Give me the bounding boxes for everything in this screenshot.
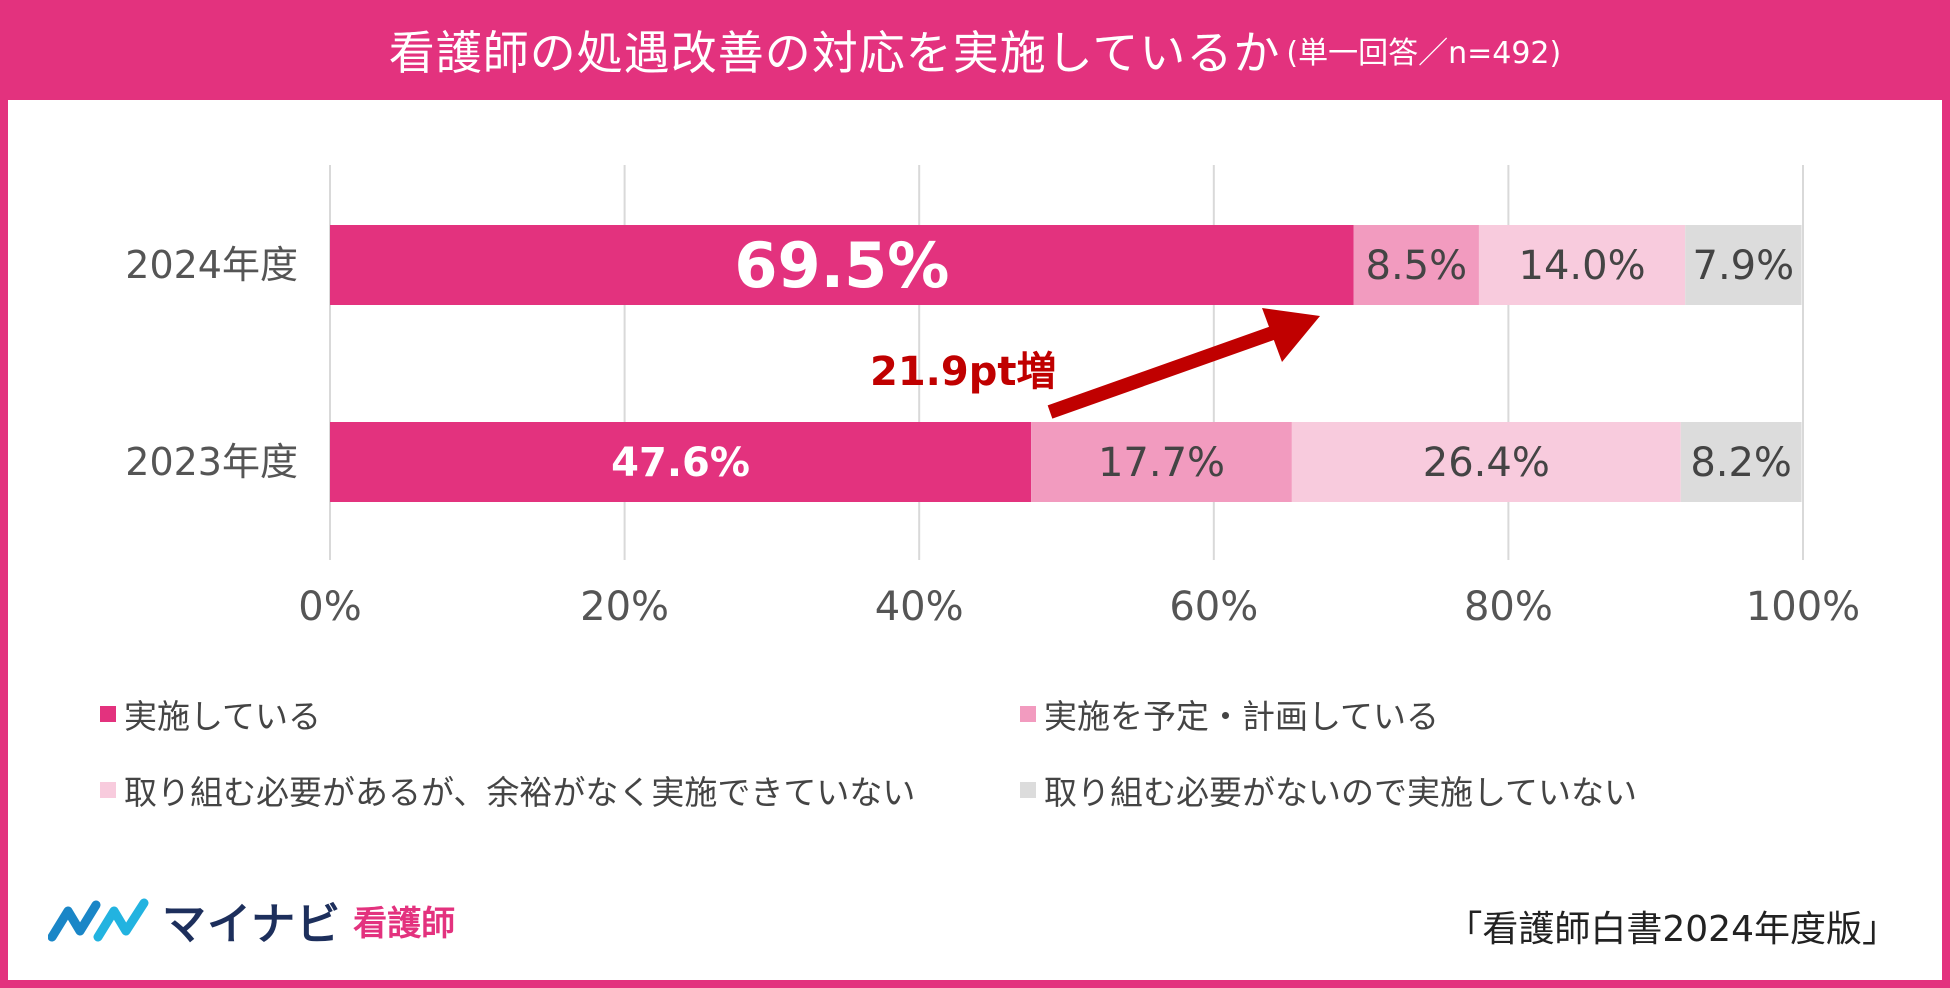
x-tick-label: 0%	[298, 584, 361, 630]
legend-swatch	[1020, 706, 1036, 722]
bar-segment	[1291, 422, 1681, 502]
legend-label: 取り組む必要があるが、余裕がなく実施できていない	[124, 773, 916, 812]
bar-segment	[1685, 225, 1802, 305]
chart-subtitle: (単一回答／n=492)	[1286, 36, 1562, 71]
x-tick-label: 100%	[1746, 584, 1860, 630]
logo-text: マイナビ	[162, 899, 342, 950]
bar-segment	[1478, 225, 1686, 305]
bar-segment	[330, 422, 1032, 502]
logo-subtext: 看護師	[353, 903, 456, 944]
bar-segment	[1031, 422, 1292, 502]
increase-arrow-head	[1262, 308, 1320, 362]
category-label: 2023年度	[125, 440, 298, 484]
legend-swatch	[100, 706, 116, 722]
legend-item: 取り組む必要があるが、余裕がなく実施できていない	[100, 766, 1020, 814]
data-label: 17.7%	[1098, 440, 1225, 486]
data-label: 47.6%	[611, 440, 750, 486]
data-label: 7.9%	[1693, 243, 1795, 289]
legend-label: 取り組む必要がないので実施していない	[1044, 773, 1638, 812]
bar-segment	[330, 225, 1354, 305]
legend-item: 実施している	[100, 690, 1020, 738]
x-tick-label: 20%	[580, 584, 669, 630]
category-label: 2024年度	[125, 243, 298, 287]
data-label: 8.5%	[1366, 243, 1468, 289]
stacked-bar-chart: 0% 20% 40% 60% 80% 100% 2024年度 69.5% 8.5% 14.0% 7.…	[125, 165, 1860, 630]
data-label: 26.4%	[1423, 440, 1550, 486]
increase-arrow-shaft	[1047, 317, 1301, 419]
legend-swatch	[1020, 782, 1036, 798]
data-label: 14.0%	[1519, 243, 1646, 289]
mynavi-logo: マイナビ 看護師	[48, 888, 455, 952]
title-bar: 看護師の処遇改善の対応を実施しているか (単一回答／n=492)	[0, 0, 1950, 100]
data-label: 8.2%	[1690, 440, 1792, 486]
bar-segment	[1680, 422, 1802, 502]
chart-legend: 実施している 実施を予定・計画している取り組む必要があるが、余裕がなく実施できてい…	[100, 690, 1860, 814]
x-tick-label: 40%	[875, 584, 964, 630]
mynavi-logo-icon	[48, 898, 149, 942]
legend-label: 実施している	[124, 697, 322, 736]
legend-swatch	[100, 782, 116, 798]
bar-segment	[1353, 225, 1479, 305]
legend-label: 実施を予定・計画している	[1044, 697, 1440, 736]
x-tick-label: 80%	[1464, 584, 1553, 630]
chart-title: 看護師の処遇改善の対応を実施しているか	[388, 26, 1281, 80]
legend-item: 実施を予定・計画している	[1020, 690, 1860, 738]
x-tick-label: 60%	[1169, 584, 1258, 630]
source-note: 「看護師白書2024年度版」	[1446, 909, 1898, 950]
annotation-label: 21.9pt増	[870, 349, 1056, 395]
legend-item: 取り組む必要がないので実施していない	[1020, 766, 1860, 814]
data-label: 69.5%	[734, 229, 949, 302]
